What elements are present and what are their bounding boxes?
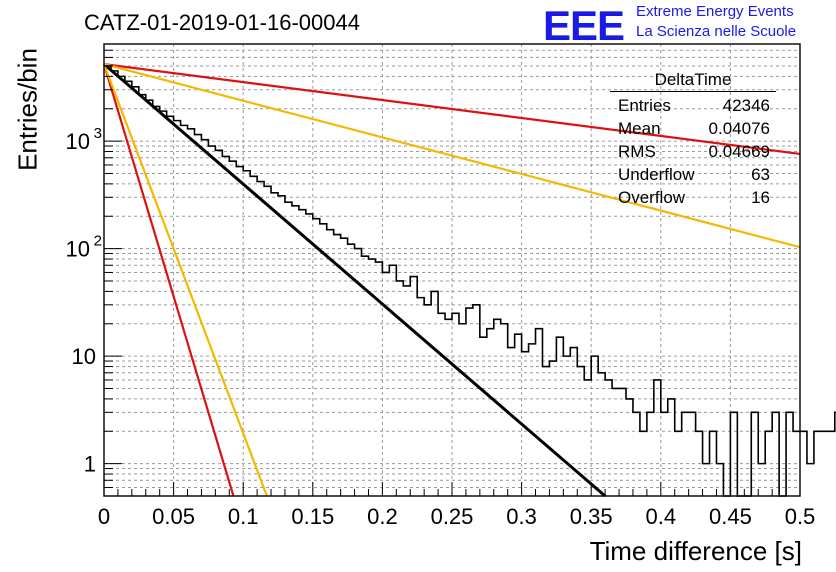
x-tick-label: 0.4 [646,504,677,529]
stats-label: Entries [618,96,671,115]
y-tick-exponent: 3 [94,125,102,142]
y-axis-label: Entries/bin [12,48,43,171]
x-tick-label: 0.3 [506,504,537,529]
logo-line-2: La Scienza nelle Scuole [636,23,797,40]
stats-value: 0.04076 [708,119,770,138]
x-tick-label: 0.1 [228,504,259,529]
x-tick-label: 0.25 [431,504,474,529]
x-tick-label: 0.2 [367,504,398,529]
y-tick-label: 1 [84,452,96,477]
stats-value: 63 [751,165,770,184]
y-tick-label: 10 [66,129,90,154]
stats-row: RMS 0.04669 [610,140,776,163]
fit-line [103,62,607,498]
stats-value: 42346 [722,96,770,115]
stats-title: DeltaTime [610,70,776,92]
y-tick-exponent: 2 [94,233,102,250]
fit-lines [102,62,801,498]
logo-line-1: Extreme Energy Events [636,3,794,20]
fit-line [102,63,268,497]
chart-title: CATZ-01-2019-01-16-00044 [84,10,360,35]
stats-label: Underflow [618,165,695,184]
stats-row: Mean 0.04076 [610,117,776,140]
x-tick-label: 0.15 [291,504,334,529]
eee-logo: EEE [543,2,625,49]
grid-lines [103,43,801,497]
stats-value: 0.04669 [708,142,770,161]
stats-box: DeltaTime Entries 42346 Mean 0.04076 RMS 0.… [610,70,776,209]
stats-label: RMS [618,142,656,161]
x-tick-labels: 0 0.05 0.1 0.15 0.2 0.25 0.3 0.35 0.4 0.45 0.5 [98,504,815,529]
stats-label: Mean [618,119,661,138]
stats-value: 16 [751,188,770,207]
stats-row: Entries 42346 [610,94,776,117]
y-tick-label: 10 [66,237,90,262]
stats-label: Overflow [618,188,686,207]
x-tick-label: 0.35 [570,504,613,529]
x-axis-label: Time difference [s] [589,536,802,566]
x-tick-label: 0.5 [785,504,816,529]
fit-line [103,63,801,249]
stats-row: Overflow 16 [610,186,776,209]
fit-line [103,63,801,155]
axes [103,43,801,497]
fit-line [102,63,235,497]
y-tick-label: 10 [72,344,96,369]
stats-row: Underflow 63 [610,163,776,186]
histogram-line [104,65,836,497]
x-tick-label: 0.05 [152,504,195,529]
x-tick-label: 0 [98,504,110,529]
x-tick-label: 0.45 [709,504,752,529]
